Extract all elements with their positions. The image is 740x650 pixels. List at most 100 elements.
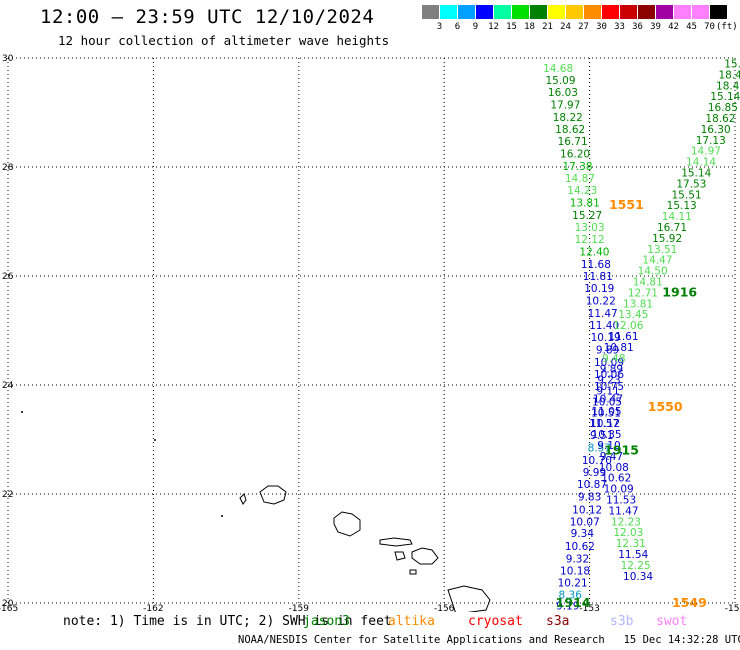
legend-swatch <box>620 5 637 19</box>
y-tick-label: 26 <box>2 272 14 282</box>
swh-value: 10.06 <box>594 369 624 381</box>
legend-label: 9 <box>472 22 479 32</box>
island-kahoolawe <box>409 569 417 575</box>
swh-value: 14.97 <box>691 146 721 158</box>
legend-label: 6 <box>454 22 461 32</box>
swh-value: 14.81 <box>633 276 663 288</box>
swh-value: 9.19 <box>556 601 579 612</box>
x-tick-label: -165 <box>0 604 18 612</box>
swh-value: 10.70 <box>582 455 612 467</box>
swh-value: 9.89 <box>600 364 623 376</box>
legend-label: 45 <box>686 22 697 32</box>
swh-value: 13.45 <box>618 309 648 321</box>
legend-swatch <box>476 5 493 19</box>
island-oahu <box>333 511 361 537</box>
swh-value: 10.34 <box>623 571 653 583</box>
swh-value: 15. <box>724 58 740 70</box>
swh-value: 9.34 <box>571 528 595 540</box>
island-lanai <box>394 551 406 561</box>
x-tick-label: -156 <box>434 604 455 612</box>
legend-swatch <box>656 5 673 19</box>
swh-value: 14.14 <box>686 157 716 169</box>
swh-value: 14.23 <box>567 185 597 197</box>
swh-value: 12.40 <box>579 246 609 258</box>
legend-label: 36 <box>632 22 643 32</box>
swh-value: 18.62 <box>705 113 735 125</box>
y-tick-label: 28 <box>2 163 14 173</box>
mission-jason3: jason3 <box>303 614 350 629</box>
legend-label: 24 <box>560 22 571 32</box>
swh-value: 17.97 <box>550 99 580 111</box>
swh-value: 10.09 <box>604 484 634 496</box>
legend-swatch <box>584 5 601 19</box>
swh-value: 15.14 <box>710 91 740 103</box>
swh-value: 16.71 <box>558 136 588 148</box>
legend-swatch <box>602 5 619 19</box>
swh-value: 10.19 <box>584 283 614 295</box>
swh-value: 10.75 <box>594 381 624 393</box>
legend-swatch <box>638 5 655 19</box>
swh-values: 14.6815.0916.0317.9718.2218.6216.7116.20… <box>543 58 740 612</box>
swh-value: 10.12 <box>590 418 620 430</box>
swh-value: 14.47 <box>642 255 672 267</box>
swh-value: 12.03 <box>613 527 643 539</box>
swh-value: 10.12 <box>572 504 602 516</box>
swh-value: 10.87 <box>577 479 607 491</box>
track-labels: 1551 1916 1550 1915 1914 1549 <box>556 197 707 610</box>
x-tick-label: -162 <box>143 604 163 612</box>
swh-value: 10.21 <box>558 577 588 589</box>
swh-value: 9.23 <box>597 375 620 387</box>
axis-ticks: -165 -162 -159 -156 -153 -150 20 22 24 26 28 30 <box>0 54 740 612</box>
legend-swatch <box>422 5 439 19</box>
legend-label: 27 <box>578 22 589 32</box>
y-tick-label: 20 <box>2 599 14 609</box>
legend-label: 18 <box>524 22 535 32</box>
legend-swatch <box>530 5 547 19</box>
track-id-label: 1550 <box>648 399 683 414</box>
legend-label: 15 <box>506 22 517 32</box>
grid-lines <box>7 57 736 604</box>
swh-value: 11.47 <box>588 308 618 320</box>
legend-swatch <box>710 5 727 19</box>
swh-value: 13.81 <box>570 197 600 209</box>
swh-value: 16.85 <box>708 102 738 114</box>
swh-value: 16.30 <box>701 124 731 136</box>
swh-value: 11.40 <box>589 320 619 332</box>
legend-swatch <box>674 5 691 19</box>
footer: note: 1) Time is in UTC; 2) SWH is in fe… <box>0 612 740 650</box>
swh-value: 11.53 <box>606 494 636 506</box>
legend-label: 3 <box>436 22 443 32</box>
swh-value: 10.62 <box>565 541 595 553</box>
track-id-label: 1916 <box>662 284 697 299</box>
swh-value: 14.68 <box>543 63 573 75</box>
island-molokai <box>379 537 413 547</box>
swh-value: 9.10 <box>597 440 620 452</box>
swh-value: 14.11 <box>662 211 692 223</box>
swh-value: 10.51 <box>591 407 621 419</box>
swh-value: 10.18 <box>560 565 590 577</box>
island-outlines <box>21 411 491 612</box>
x-tick-label: -159 <box>289 604 310 612</box>
swh-value: 15.13 <box>667 200 697 212</box>
swh-value: 11.61 <box>608 331 638 343</box>
legend-label: 42 <box>668 22 679 32</box>
track-id-label: 1914 <box>556 595 591 610</box>
swh-value: 15.09 <box>545 75 575 87</box>
legend-swatch <box>566 5 583 19</box>
swh-value: 13.03 <box>575 222 605 234</box>
legend-label: 70 <box>704 22 715 32</box>
page-title: 12:00 – 23:59 UTC 12/10/2024 <box>40 6 375 28</box>
swh-value: 10.47 <box>593 394 623 406</box>
legend-swatch <box>548 5 565 19</box>
island-niihau <box>239 493 247 505</box>
swh-value: 13.51 <box>647 244 677 256</box>
track-id-label: 1915 <box>604 442 639 457</box>
legend-label: 33 <box>614 22 625 32</box>
track-id-label: 1551 <box>609 197 644 212</box>
legend-label: 39 <box>650 22 661 32</box>
y-tick-label: 24 <box>2 381 14 391</box>
swh-value: 8.57 <box>588 443 611 455</box>
legend-swatch <box>692 5 709 19</box>
swh-value: 12.06 <box>613 320 643 332</box>
legend-swatch <box>458 5 475 19</box>
